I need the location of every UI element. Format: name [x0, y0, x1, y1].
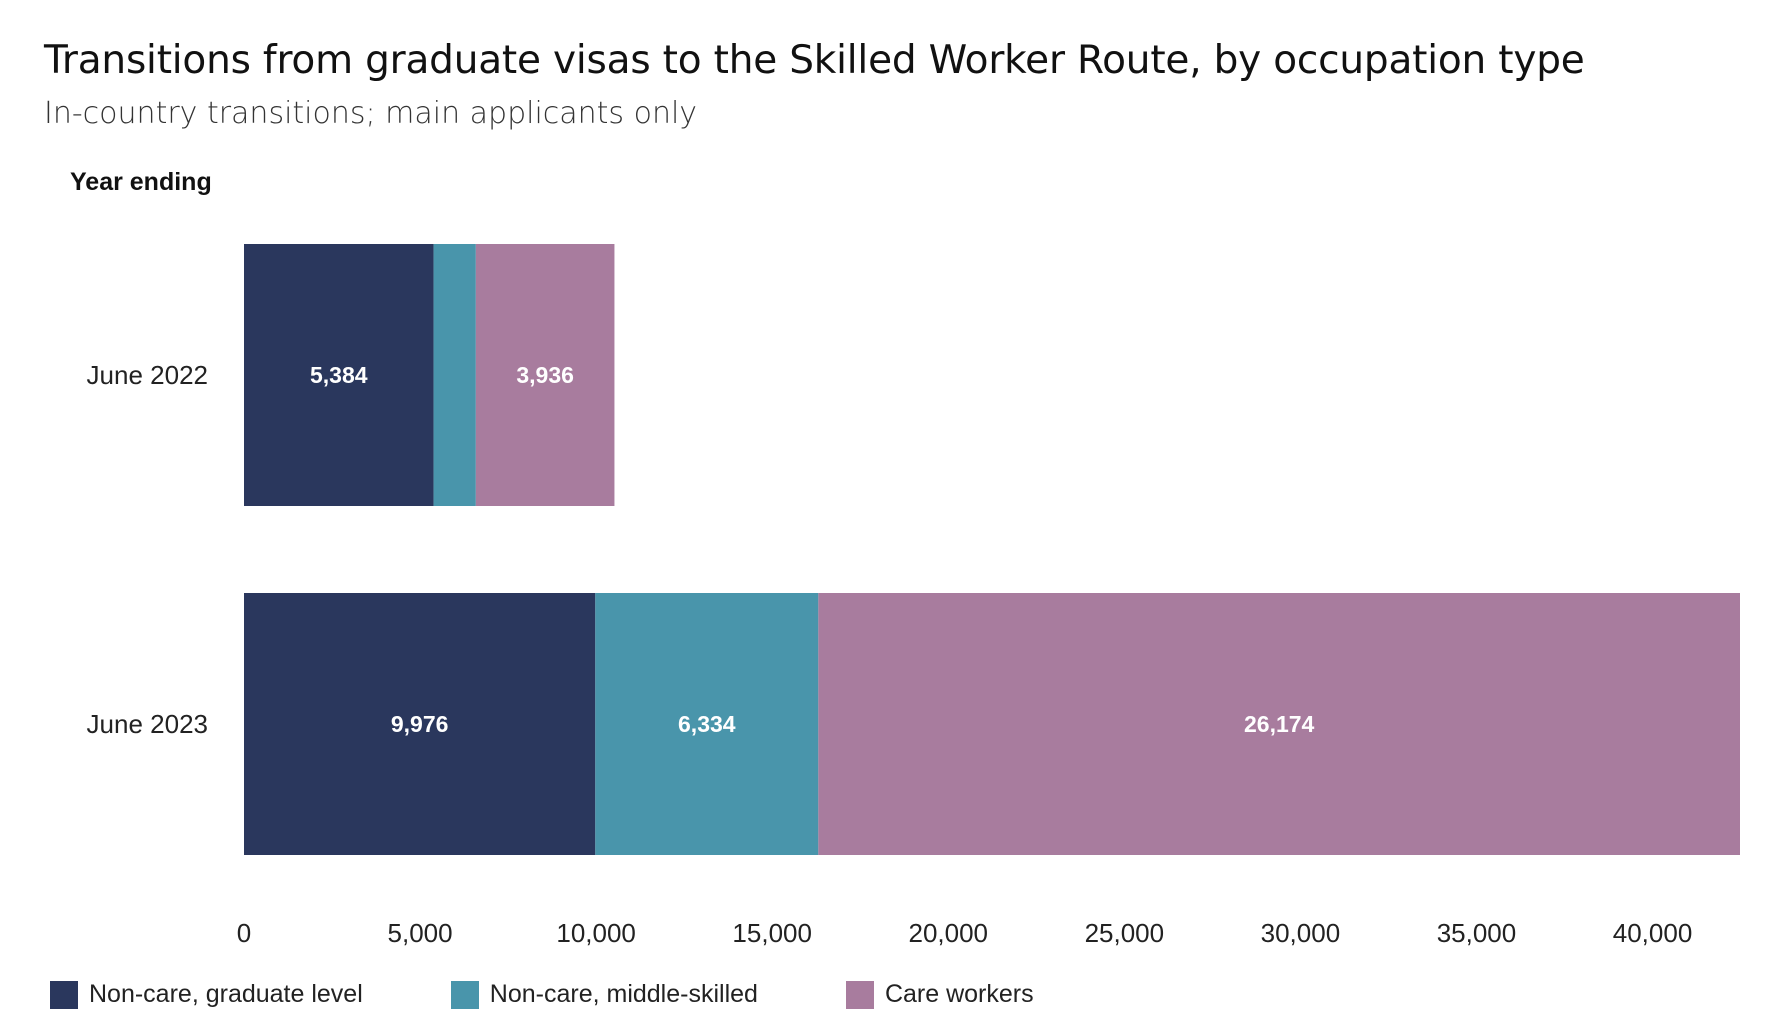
x-tick-label: 15,000 [732, 918, 812, 948]
bar-segment[interactable] [475, 244, 615, 506]
chart-title: Transitions from graduate visas to the S… [44, 38, 1585, 83]
x-tick-label: 0 [237, 918, 251, 948]
legend-swatch [845, 980, 874, 1009]
bar-segment[interactable] [595, 593, 819, 855]
data-label: 3,936 [516, 362, 574, 388]
legend-swatch [450, 980, 479, 1009]
data-label: 26,174 [1244, 711, 1315, 737]
x-tick-label: 35,000 [1437, 918, 1517, 948]
y-axis-title: Year ending [70, 168, 212, 196]
category-label: June 2022 [87, 360, 208, 390]
bar-segment[interactable] [244, 244, 434, 506]
legend-label: Care workers [884, 980, 1034, 1008]
x-tick-label: 10,000 [556, 918, 636, 948]
x-tick-label: 25,000 [1085, 918, 1165, 948]
data-label: 9,976 [391, 711, 449, 737]
bar-segment[interactable] [818, 593, 1740, 855]
legend-item-graduate[interactable]: Non-care, graduate level [50, 980, 363, 1009]
data-label: 6,334 [678, 711, 736, 737]
legend-label: Non-care, middle-skilled [489, 980, 758, 1008]
bar-segment[interactable] [433, 244, 476, 506]
x-tick-label: 30,000 [1261, 918, 1341, 948]
chart-subtitle: In-country transitions; main applicants … [44, 96, 698, 131]
legend-label: Non-care, graduate level [89, 980, 363, 1008]
legend: Non-care, graduate level Non-care, middl… [50, 980, 1122, 1009]
x-tick-label: 5,000 [388, 918, 453, 948]
category-label: June 2023 [87, 709, 208, 739]
legend-item-middle-skilled[interactable]: Non-care, middle-skilled [450, 980, 758, 1009]
legend-swatch [50, 980, 78, 1009]
legend-item-care-workers[interactable]: Care workers [845, 980, 1034, 1009]
x-tick-label: 40,000 [1613, 918, 1693, 948]
x-tick-label: 20,000 [908, 918, 988, 948]
bar-segment[interactable] [244, 593, 596, 855]
chart-canvas: June 2022 5,384 3,936 June 2023 9,976 6,334 26… [87, 244, 1740, 948]
data-label: 5,384 [310, 362, 368, 388]
